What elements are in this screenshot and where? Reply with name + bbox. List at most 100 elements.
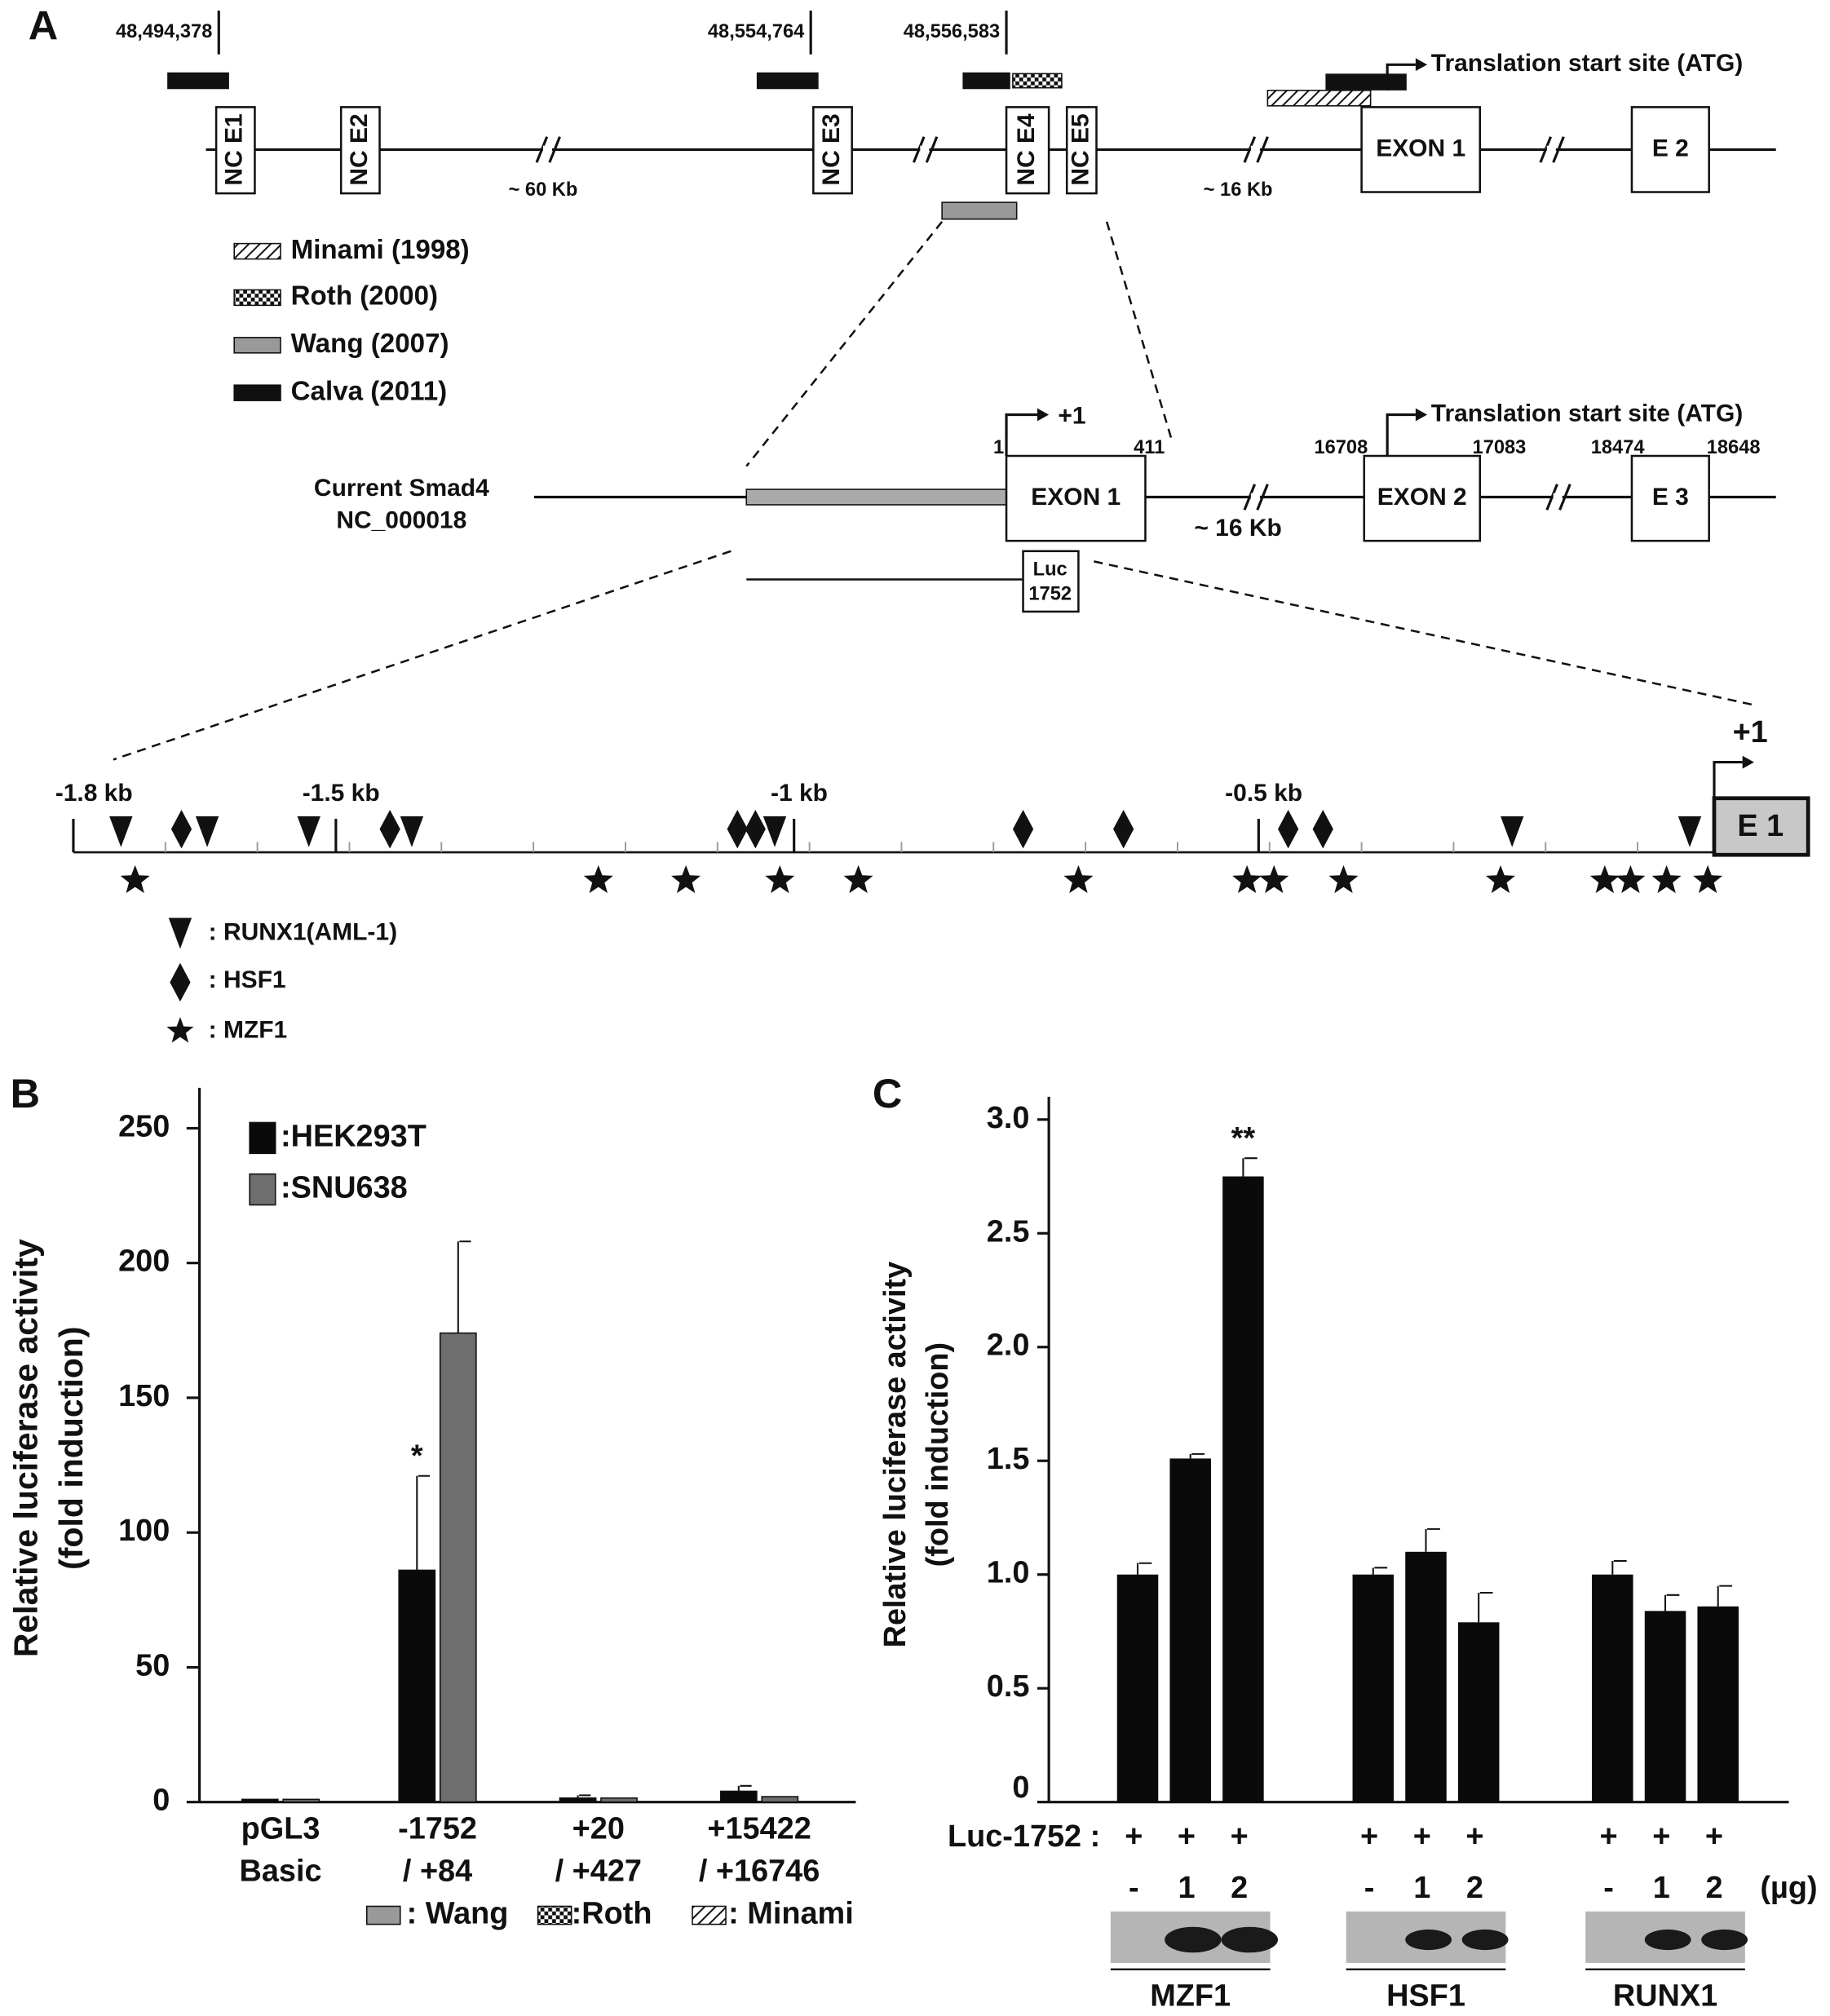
bar xyxy=(600,1797,638,1803)
legend-label: :Roth xyxy=(572,1897,652,1931)
wang-region xyxy=(745,489,1024,506)
label: EXON 1 xyxy=(1376,135,1465,161)
error-bar xyxy=(1611,1559,1627,1575)
mzf1-site xyxy=(583,864,613,894)
error-bar xyxy=(416,1474,431,1571)
y-tick-label: 250 xyxy=(118,1109,170,1143)
error-bar xyxy=(1717,1585,1733,1607)
hsf1-site xyxy=(727,809,748,849)
runx1-site xyxy=(109,816,133,847)
label: EXON 2 xyxy=(1377,484,1467,511)
y-tick-label: 3.0 xyxy=(987,1101,1030,1135)
label: -1.8 kb xyxy=(55,780,133,807)
bar xyxy=(1457,1622,1500,1802)
error-bar xyxy=(1136,1562,1152,1575)
blot-band xyxy=(1221,1926,1279,1953)
exon xyxy=(1630,106,1710,193)
line xyxy=(1539,136,1553,163)
label: Translation start site (ATG) xyxy=(1431,400,1743,427)
luc-sign: + xyxy=(1231,1819,1249,1854)
break-gap xyxy=(1553,493,1563,502)
y-tick-label: 0 xyxy=(152,1784,170,1818)
y-axis-label: (fold induction) xyxy=(52,1326,90,1569)
label: Calva (2011) xyxy=(291,376,448,406)
x-tick-label: - xyxy=(1603,1871,1614,1905)
luc-sign: + xyxy=(1178,1819,1196,1854)
nc-exon xyxy=(1065,106,1098,195)
x-tick-label: / +427 xyxy=(555,1854,642,1888)
label: ~ 16 Kb xyxy=(1194,515,1281,542)
mzf1-site xyxy=(1259,864,1289,894)
legend-swatch xyxy=(249,1173,276,1206)
error-bar xyxy=(457,1240,471,1333)
hsf1-site xyxy=(1312,809,1333,849)
arrow-head xyxy=(1415,58,1428,72)
break-gap xyxy=(920,145,930,154)
hsf1-site xyxy=(170,809,192,849)
group-label: RUNX1 xyxy=(1613,1979,1717,2014)
runx1-site xyxy=(297,816,320,847)
unit-label: (µg) xyxy=(1760,1871,1817,1905)
line xyxy=(1105,221,1173,439)
label: 1752 xyxy=(1028,584,1072,605)
hsf1-site xyxy=(745,809,766,849)
luc-sign: + xyxy=(1413,1819,1431,1854)
arrow-head xyxy=(1037,408,1050,422)
line xyxy=(1243,484,1257,511)
bar xyxy=(559,1797,597,1803)
x-tick-label: +15422 xyxy=(707,1811,811,1846)
luc-sign: + xyxy=(1705,1819,1723,1854)
tss-arrow xyxy=(1713,761,1743,798)
legend-swatch xyxy=(249,1121,276,1155)
x-tick-label: - xyxy=(1129,1871,1139,1905)
legend-swatch xyxy=(233,289,281,307)
legend-swatch xyxy=(537,1905,572,1925)
label: Current Smad4 xyxy=(314,475,489,502)
label: E 2 xyxy=(1652,135,1689,161)
label: 48,494,378 xyxy=(116,21,212,42)
label: : RUNX1(AML-1) xyxy=(209,918,397,945)
blot-band xyxy=(1405,1929,1452,1951)
label: A xyxy=(29,2,58,48)
mzf1-site xyxy=(1589,864,1620,894)
bar xyxy=(1352,1574,1395,1802)
exon xyxy=(1630,454,1710,542)
label: 18648 xyxy=(1707,437,1761,458)
line xyxy=(1256,136,1269,163)
x-tick-label: 2 xyxy=(1466,1871,1483,1905)
wang-bar xyxy=(941,201,1018,220)
roth-bar xyxy=(1012,73,1063,89)
exon xyxy=(1712,796,1810,857)
label: : HSF1 xyxy=(209,966,286,993)
runx1-site xyxy=(400,816,424,847)
label: EXON 1 xyxy=(1031,484,1121,511)
bar xyxy=(1116,1574,1159,1802)
break-gap xyxy=(1546,145,1556,154)
bar xyxy=(398,1569,436,1803)
y-tick-label: 2.0 xyxy=(987,1329,1030,1363)
line xyxy=(1243,136,1257,163)
label: Minami (1998) xyxy=(291,235,470,265)
label: -1.5 kb xyxy=(303,780,380,807)
mzf1-site xyxy=(843,864,873,894)
x-tick-label: / +84 xyxy=(403,1854,472,1888)
x-tick-label: 1 xyxy=(1178,1871,1195,1905)
label: B xyxy=(11,1070,40,1116)
bar xyxy=(1697,1606,1739,1802)
bar xyxy=(1644,1611,1686,1802)
x-tick-label: -1752 xyxy=(398,1811,477,1846)
y-tick-label: 100 xyxy=(118,1514,170,1548)
y-tick-label: 1.0 xyxy=(987,1556,1030,1590)
y-axis-label: Relative luciferase activity xyxy=(7,1239,45,1657)
bar xyxy=(241,1798,279,1803)
annotation: * xyxy=(411,1439,423,1474)
blot-band xyxy=(1165,1926,1222,1953)
blot-band xyxy=(1461,1929,1509,1951)
line xyxy=(745,221,944,467)
x-tick-label: 1 xyxy=(1413,1871,1430,1905)
tss-arrow xyxy=(1386,413,1416,457)
y-axis-label: (fold induction) xyxy=(921,1342,955,1567)
hsf1-site xyxy=(379,809,400,849)
error-bar xyxy=(1242,1157,1258,1177)
